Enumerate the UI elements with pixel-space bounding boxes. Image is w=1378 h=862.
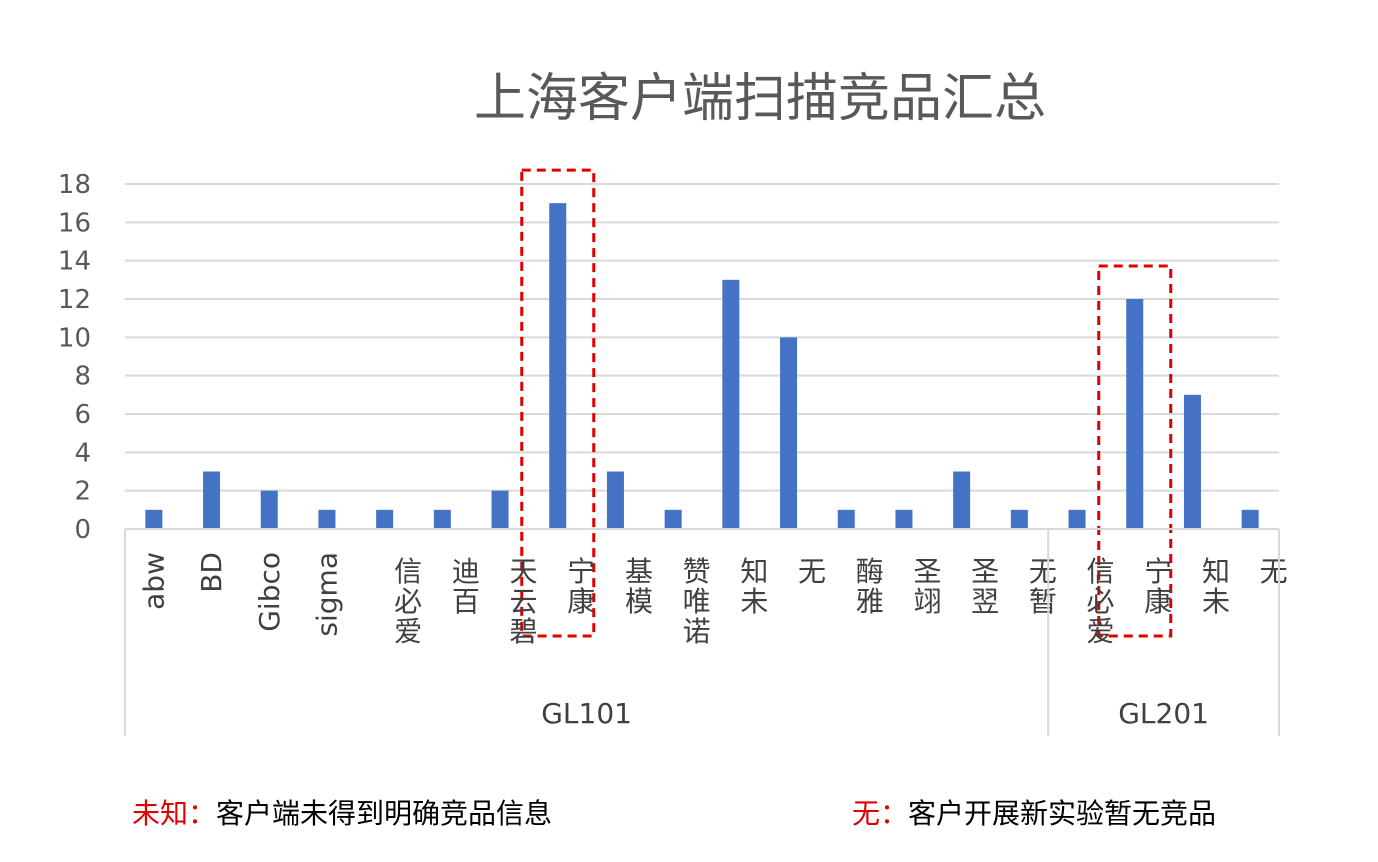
bar	[433, 509, 451, 529]
bar	[895, 509, 913, 529]
x-category-label: 模基	[625, 555, 653, 618]
x-group-label: GL101	[541, 697, 632, 730]
y-tick-label: 14	[58, 247, 91, 277]
bar	[1010, 509, 1028, 529]
y-tick-label: 6	[74, 400, 91, 430]
x-category-label: Gibco	[253, 552, 286, 632]
note-unknown-text: 客户端未得到明确竞品信息	[216, 797, 553, 830]
x-category-label: BD	[195, 552, 228, 593]
bar	[1241, 509, 1259, 529]
bars	[145, 203, 1259, 529]
x-category-label: 诺唯赞	[683, 555, 711, 648]
bar	[1183, 394, 1201, 529]
bar	[606, 471, 624, 529]
y-axis-ticks: 0 2 4 6 8 10 12 14 16 18	[58, 170, 91, 545]
y-tick-label: 16	[58, 208, 91, 238]
bar	[318, 509, 336, 529]
gridlines	[125, 183, 1279, 530]
x-category-label: sigma	[310, 552, 343, 637]
highlight-box	[520, 168, 596, 638]
y-tick-label: 10	[58, 323, 91, 353]
x-category-label: 碧云天	[510, 555, 538, 648]
x-category-label: 翌圣	[971, 555, 999, 618]
note-none-text: 客户开展新实验暂无竞品	[908, 797, 1217, 830]
y-tick-label: 0	[74, 515, 91, 545]
bar	[780, 337, 798, 529]
chart-title: 上海客户端扫描竞品汇总	[474, 69, 1046, 129]
bar	[145, 509, 163, 529]
y-tick-label: 4	[74, 438, 91, 468]
y-tick-label: 12	[58, 285, 91, 315]
x-category-label: 康宁	[567, 555, 595, 618]
x-category-label: 爱必信	[1087, 555, 1115, 648]
x-category-label: 无	[1260, 555, 1288, 588]
y-tick-label: 2	[74, 477, 91, 507]
bar	[1068, 509, 1086, 529]
bar	[203, 471, 221, 529]
x-category-label: 康宁	[1144, 555, 1172, 618]
highlight-boxes	[520, 168, 1173, 638]
highlight-box	[1097, 264, 1173, 638]
x-category-label: abw	[137, 552, 170, 610]
x-category-label: 百迪	[452, 555, 480, 618]
bar	[549, 203, 567, 529]
note-unknown-key: 未知：	[132, 797, 217, 830]
bar	[1126, 299, 1144, 529]
bar	[664, 509, 682, 529]
x-category-label: 未知	[1202, 555, 1230, 618]
x-category-label: 翊圣	[913, 555, 941, 618]
bar	[953, 471, 971, 529]
x-category-label: 爱必信	[394, 555, 422, 648]
bar	[376, 509, 394, 529]
bar	[722, 279, 740, 529]
bar	[837, 509, 855, 529]
x-category-label: 暂无	[1029, 555, 1057, 618]
x-category-label: 未知	[740, 555, 768, 618]
bar	[491, 490, 509, 529]
note-none-key: 无：	[852, 797, 909, 830]
x-group-label: GL201	[1118, 697, 1209, 730]
x-category-label: 无	[798, 555, 826, 588]
bar	[260, 490, 278, 529]
x-category-label: 雅酶	[856, 555, 884, 618]
note-unknown: 未知：客户端未得到明确竞品信息	[132, 792, 552, 832]
note-none: 无：客户开展新实验暂无竞品	[852, 792, 1216, 832]
y-tick-label: 8	[74, 362, 91, 392]
y-tick-label: 18	[58, 170, 91, 200]
